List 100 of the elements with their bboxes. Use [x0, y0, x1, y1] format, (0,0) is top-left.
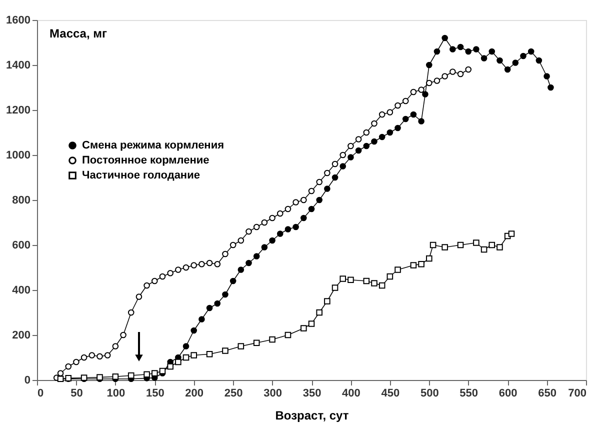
point — [214, 300, 221, 307]
point — [450, 46, 456, 52]
point — [253, 253, 260, 260]
y-axis-title: Масса, мг — [50, 26, 108, 40]
point — [512, 60, 519, 66]
point — [230, 242, 236, 248]
x-tick-label: 400 — [342, 388, 360, 400]
x-tick-label: 300 — [264, 388, 282, 400]
point — [144, 282, 150, 289]
point — [363, 278, 370, 284]
point — [136, 294, 142, 300]
point — [151, 278, 158, 284]
point — [348, 154, 354, 160]
y-tick-label: 1400 — [6, 60, 30, 72]
point — [214, 260, 221, 268]
point — [65, 363, 72, 370]
y-tick-label: 0 — [24, 374, 30, 386]
x-tick-label: 450 — [381, 388, 400, 400]
point — [292, 199, 299, 206]
point — [73, 358, 80, 366]
y-tick-label: 400 — [12, 284, 30, 296]
point — [410, 88, 417, 96]
point — [190, 352, 198, 358]
point — [292, 224, 299, 230]
point — [182, 354, 190, 361]
point — [269, 237, 276, 244]
point — [238, 237, 244, 244]
point — [120, 332, 126, 338]
point — [57, 370, 64, 376]
x-tick-label: 200 — [185, 388, 204, 400]
point — [371, 138, 378, 145]
point — [378, 111, 386, 118]
point — [386, 129, 394, 136]
point — [104, 352, 111, 358]
point — [520, 52, 526, 60]
point — [159, 368, 166, 374]
x-tick-label: 100 — [106, 388, 126, 400]
point — [316, 309, 322, 316]
point — [159, 273, 166, 280]
point — [340, 152, 346, 158]
x-tick-label: 50 — [70, 388, 83, 400]
point — [426, 62, 432, 68]
point — [80, 354, 88, 361]
point — [434, 78, 440, 84]
point — [457, 242, 464, 248]
point — [253, 340, 260, 346]
x-tick-label: 500 — [420, 388, 439, 400]
point — [284, 332, 292, 338]
point — [190, 262, 198, 268]
point — [128, 309, 134, 316]
point — [402, 98, 409, 104]
point — [394, 102, 401, 109]
point — [410, 111, 417, 118]
point — [386, 273, 394, 280]
point — [198, 316, 205, 322]
point — [418, 260, 424, 268]
point — [96, 353, 103, 360]
point — [128, 372, 134, 379]
point — [434, 48, 440, 55]
point — [528, 48, 534, 55]
point — [324, 298, 330, 304]
point — [206, 260, 213, 266]
point — [422, 91, 428, 98]
point — [386, 109, 394, 116]
point — [246, 260, 252, 266]
point — [418, 118, 424, 124]
point — [450, 68, 456, 75]
point — [457, 44, 464, 50]
point — [536, 57, 542, 64]
point — [222, 250, 228, 258]
y-tick-label: 1200 — [6, 104, 30, 116]
point — [238, 266, 244, 273]
y-tick-label: 1000 — [6, 150, 30, 162]
point — [340, 276, 346, 282]
point — [182, 264, 190, 271]
y-tick-label: 600 — [12, 240, 30, 252]
point — [206, 304, 213, 312]
y-tick-label: 800 — [12, 194, 30, 206]
point — [276, 210, 284, 217]
y-tick-label: 1600 — [6, 14, 30, 26]
point — [548, 84, 554, 91]
point — [457, 70, 464, 78]
point — [371, 120, 378, 127]
point — [410, 262, 417, 268]
point — [348, 142, 354, 150]
point — [426, 255, 432, 262]
x-tick-label: 700 — [568, 388, 586, 400]
point — [175, 266, 182, 273]
point — [348, 276, 354, 284]
point — [198, 260, 205, 268]
point — [246, 228, 252, 235]
point — [175, 358, 182, 366]
point — [473, 46, 480, 52]
point — [261, 244, 268, 250]
point — [378, 134, 386, 140]
point — [363, 142, 370, 150]
x-tick-label: 150 — [146, 388, 164, 400]
point — [465, 48, 472, 55]
x-tick-label: 550 — [460, 388, 478, 400]
point — [308, 188, 315, 194]
